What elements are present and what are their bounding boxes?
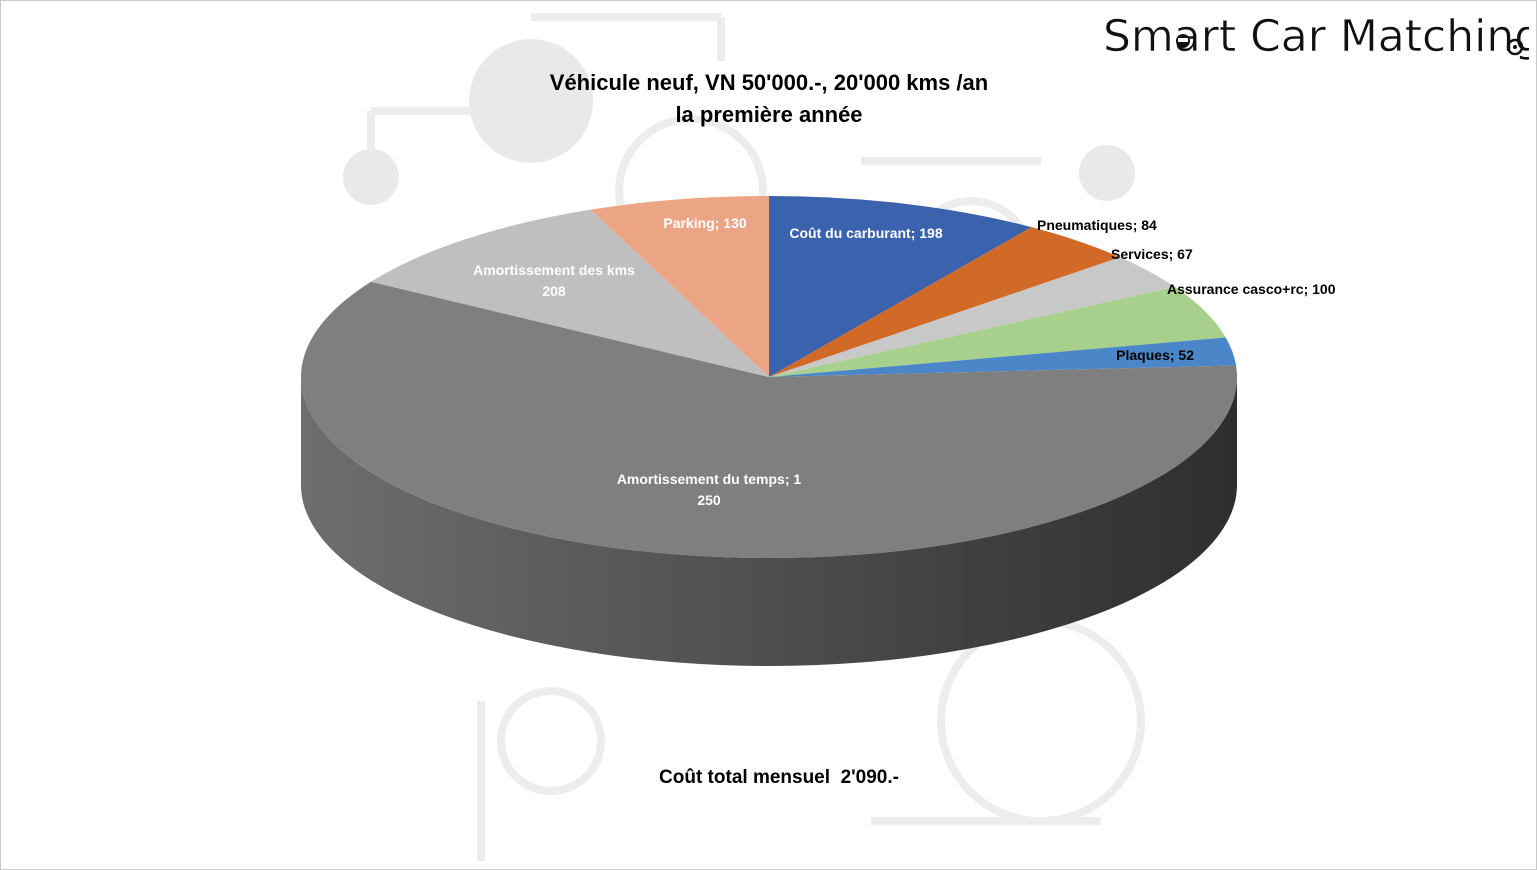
slice-cout-du-carburant <box>769 196 1032 377</box>
slice-amortissement-des-kms <box>371 209 769 377</box>
data-label-line: 250 <box>697 492 721 508</box>
data-label-pneumatiques: Pneumatiques; 84 <box>1037 217 1157 233</box>
data-label-line: 208 <box>542 283 566 299</box>
data-label-line: Amortissement des kms <box>473 262 635 278</box>
data-label-line: Parking; 130 <box>663 215 746 231</box>
slice-pneumatiques <box>769 227 1121 377</box>
data-label-line: Coût du carburant; 198 <box>789 225 942 241</box>
data-label-assurance-casco-rc: Assurance casco+rc; 100 <box>1167 281 1336 297</box>
slice-parking <box>590 196 769 377</box>
slice-side-amortissement-du-temps <box>301 377 1237 666</box>
data-label-plaques: Plaques; 52 <box>1116 347 1194 363</box>
slice-plaques <box>769 337 1237 377</box>
car-icon <box>1176 34 1190 48</box>
data-label-cout-du-carburant: Coût du carburant; 198 <box>789 225 942 241</box>
slice-services <box>769 257 1175 377</box>
data-label-amortissement-du-temps: Amortissement du temps; 1 250 <box>617 471 802 508</box>
chart-title-line-1: Véhicule neuf, VN 50'000.-, 20'000 kms /… <box>549 70 989 95</box>
smart-car-matching-logo: Smart Car Matching <box>1103 11 1529 63</box>
data-label-line: Pneumatiques; 84 <box>1037 217 1157 233</box>
data-label-line: Amortissement du temps; 1 <box>617 471 802 487</box>
total-monthly-cost: Coût total mensuel 2'090.- <box>659 767 899 788</box>
data-label-amortissement-des-kms: Amortissement des kms 208 <box>473 262 635 299</box>
chart-title: Véhicule neuf, VN 50'000.-, 20'000 kms /… <box>419 67 1119 131</box>
data-label-line: Plaques; 52 <box>1116 347 1194 363</box>
data-label-line: Assurance casco+rc; 100 <box>1167 281 1336 297</box>
chart-title-line-2: la première année <box>675 102 863 127</box>
data-label-parking: Parking; 130 <box>663 215 746 231</box>
location-pin-icon <box>1506 38 1524 56</box>
data-label-services: Services; 67 <box>1111 246 1193 262</box>
svg-text:Smart Car Matching: Smart Car Matching <box>1103 11 1529 62</box>
slice-amortissement-du-temps <box>301 281 1237 558</box>
slice-assurance-casco-rc <box>769 286 1226 377</box>
data-label-line: Services; 67 <box>1111 246 1193 262</box>
